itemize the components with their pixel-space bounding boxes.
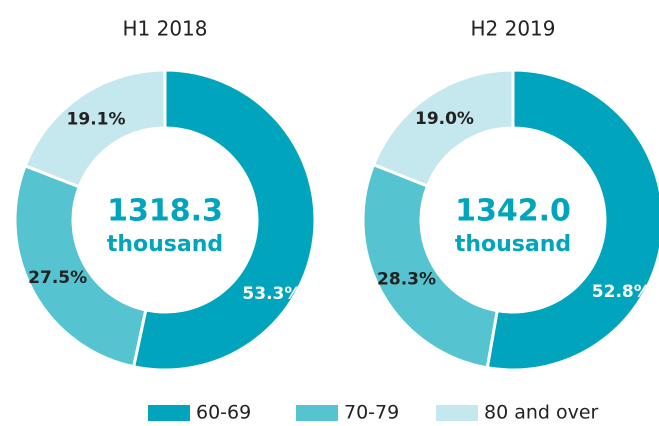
donut-slice [361,162,499,370]
donut-slice [131,68,317,372]
donut-slice [23,68,167,189]
legend-swatch [148,405,190,421]
value-label: 19.1% [67,109,126,129]
center-unit: thousand [107,232,223,257]
value-label: 28.3% [377,270,436,290]
value-label: 27.5% [28,268,87,288]
legend-label: 60-69 [196,402,251,424]
donut-slice [371,68,515,188]
center-unit: thousand [455,232,571,257]
legend-swatch [296,405,338,421]
chart-title: H2 2019 [470,17,555,41]
center-value: 1318.3 [107,194,223,229]
legend-label: 70-79 [344,402,399,424]
legend-label: 80 and over [484,402,599,424]
value-label: 19.0% [415,109,474,129]
chart-title: H1 2018 [122,17,207,41]
donut-slice [13,163,148,369]
legend-swatch [436,405,478,421]
value-label: 52.8% [592,282,651,302]
center-value: 1342.0 [455,194,571,229]
donut-slice [485,68,659,372]
value-label: 53.3% [242,284,301,304]
